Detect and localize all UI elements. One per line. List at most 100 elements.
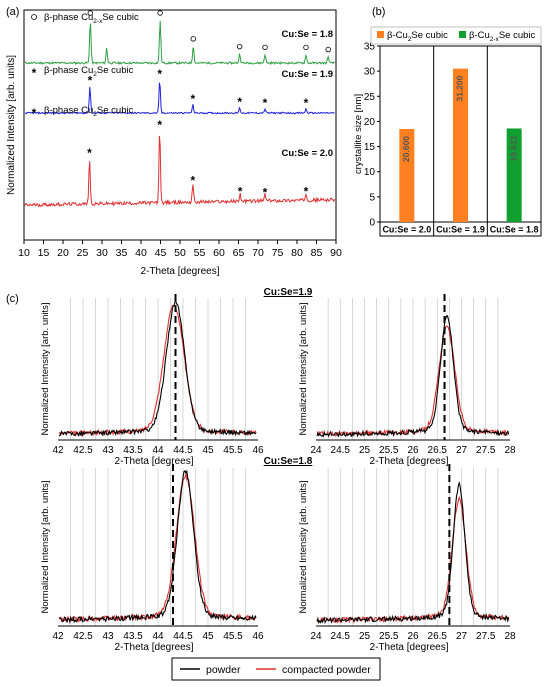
powder-curve	[58, 469, 257, 625]
x-tick-label: 27	[456, 445, 468, 456]
x-tick-label: 45.5	[223, 631, 243, 642]
xrd-pattern-line	[24, 20, 335, 66]
peak-marker-star: *	[157, 118, 162, 132]
peak-marker-star: *	[88, 74, 93, 88]
x-axis-title: 2-Theta [degrees]	[141, 266, 220, 277]
x-tick-label: 85	[311, 247, 323, 259]
x-tick-label: 44	[152, 631, 164, 642]
legend-label-compacted: compacted powder	[282, 664, 371, 676]
x-tick-label: 26	[407, 445, 419, 456]
x-tick-label: 28	[504, 631, 516, 642]
phase-label: β-phase Cu2-xSe cubic	[44, 12, 139, 25]
peak-marker-circle	[190, 36, 196, 42]
powder-legend: powder compacted powder	[171, 657, 381, 681]
x-tick-label: 46	[252, 631, 264, 642]
x-tick-label: 25.5	[379, 445, 399, 456]
phase-marker-circle	[31, 14, 37, 20]
peak-marker-star: *	[191, 174, 196, 188]
peak-marker-star: *	[304, 185, 309, 199]
x-tick-label: 42	[52, 631, 64, 642]
x-tick-label: 27.5	[476, 445, 496, 456]
peak-marker-star: *	[237, 95, 242, 109]
x-tick-label: 43	[102, 631, 114, 642]
x-tick-label: 25	[359, 445, 371, 456]
x-tick-label: 30	[96, 247, 108, 259]
x-tick-label: 24.5	[331, 631, 351, 642]
peak-marker-circle	[262, 44, 268, 51]
xrd-pattern-line	[24, 82, 335, 115]
x-tick-label: 26.5	[428, 445, 448, 456]
peak-marker-circle	[157, 10, 163, 16]
subplot-title: Cu:Se=1.9	[264, 287, 313, 298]
compacted-powder-curve	[58, 473, 257, 624]
x-tick-label: 90	[330, 247, 342, 259]
bar	[506, 128, 522, 222]
y-axis-title: Normalized Intensity [arb. units]	[298, 302, 309, 435]
series-ratio-label: Cu:Se = 1.9	[282, 69, 333, 80]
category-label: Cu:Se = 1.8	[490, 225, 539, 235]
x-tick-label: 50	[174, 247, 186, 259]
x-tick-label: 80	[291, 247, 303, 259]
series-ratio-label: Cu:Se = 1.8	[282, 29, 333, 40]
phase-label: β-phase Cu2Se cubic	[44, 105, 134, 118]
x-tick-label: 15	[38, 247, 50, 259]
legend-label-powder: powder	[206, 664, 241, 676]
y-tick-label: 35	[364, 42, 376, 53]
x-tick-label: 28	[504, 445, 516, 456]
peak-marker-circle	[303, 44, 309, 51]
x-tick-label: 10	[18, 247, 30, 259]
x-tick-label: 65	[233, 247, 245, 259]
bar-value-label: 20.600	[401, 136, 411, 162]
x-tick-label: 45	[202, 445, 214, 456]
x-tick-label: 43	[102, 445, 114, 456]
panel-label-b: (b)	[372, 6, 385, 18]
xrd-patterns-chart: 10 15 20 25 30 35 40 45 50 55 60 65 70 75 80 85 90 2-Thet…	[6, 9, 342, 277]
x-tick-label: 40	[135, 247, 147, 259]
x-tick-label: 24	[310, 631, 322, 642]
x-tick-label: 45.5	[223, 445, 243, 456]
bar	[453, 68, 468, 222]
x-tick-label: 44	[152, 445, 164, 456]
x-tick-label: 26.5	[428, 631, 448, 642]
x-tick-label: 75	[272, 247, 284, 259]
legend-swatch	[377, 31, 384, 38]
x-tick-label: 43.5	[123, 445, 143, 456]
x-axis-title: 2-Theta [degrees]	[115, 456, 194, 467]
subplot-title: Cu:Se=1.8	[264, 456, 313, 467]
y-tick-label: 0	[369, 218, 375, 229]
x-tick-label: 44.5	[173, 445, 193, 456]
x-tick-label: 44.5	[173, 631, 193, 642]
peak-marker-star: *	[263, 96, 268, 110]
x-tick-label: 24.5	[331, 445, 351, 456]
x-tick-label: 27.5	[476, 631, 496, 642]
y-axis-title: Normalized Intensity [arb. units]	[6, 55, 17, 195]
category-label: Cu:Se = 2.0	[382, 225, 431, 235]
peak-marker-circle	[87, 10, 93, 16]
legend-box	[370, 26, 542, 45]
y-axis-title: Normalized Intensity [arb. units]	[40, 480, 51, 613]
x-tick-label: 43.5	[123, 631, 143, 642]
x-tick-label: 27	[456, 631, 468, 642]
peak-marker-star: *	[263, 185, 268, 199]
x-tick-label: 42.5	[73, 445, 93, 456]
xrd-pattern-line	[24, 135, 336, 208]
peak-marker-circle	[325, 46, 331, 53]
y-tick-label: 5	[369, 192, 375, 203]
x-tick-label: 25	[359, 631, 371, 642]
peak-marker-star: *	[304, 96, 309, 110]
peak-zoom-charts: 42 42.5 43 43.5 44 44.5 45 45.5 46 2-Theta [degre…	[40, 287, 516, 653]
compacted-powder-curve	[58, 303, 257, 438]
x-tick-label: 25.5	[379, 631, 399, 642]
panel-label-c: (c)	[6, 293, 19, 305]
x-tick-label: 46	[252, 445, 264, 456]
peak-marker-circle	[236, 43, 243, 50]
y-tick-label: 30	[364, 67, 376, 78]
phase-label: β-phase Cu2Se cubic	[44, 65, 134, 78]
bar-value-label: 31.200	[455, 75, 465, 101]
y-tick-label: 20	[364, 117, 376, 128]
x-tick-label: 26	[407, 631, 419, 642]
peak-marker-star: *	[157, 67, 162, 81]
x-tick-label: 20	[57, 247, 69, 259]
y-axis-title: crystallite size [nm]	[353, 94, 364, 174]
